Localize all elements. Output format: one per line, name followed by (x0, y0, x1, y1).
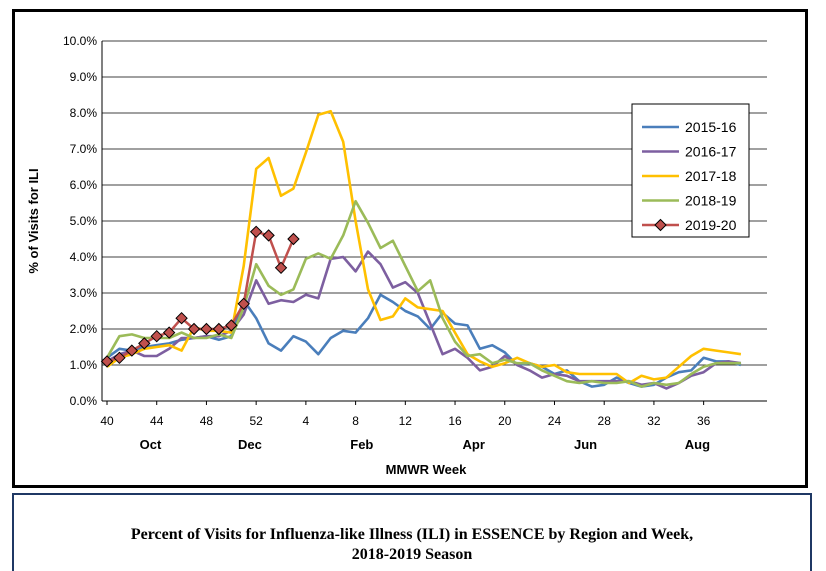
x-tick-labels: 40 44 48 52 4 8 12 16 20 24 28 32 36 (100, 414, 710, 428)
x-tick-label: 52 (249, 414, 263, 428)
x-tick-label: 12 (399, 414, 413, 428)
legend-label: 2019-20 (685, 217, 737, 233)
caption-line-2: 2018-2019 Season (351, 546, 473, 563)
month-label: Feb (350, 437, 373, 452)
caption-box: Percent of Visits for Influenza-like Ill… (12, 493, 812, 571)
x-tick-label: 40 (100, 414, 114, 428)
data-point-2019-20 (287, 232, 300, 246)
legend-label: 2016-17 (685, 144, 737, 160)
chart-caption: Percent of Visits for Influenza-like Ill… (14, 525, 810, 565)
y-tick-label: 8.0% (70, 106, 98, 120)
y-tick-label: 0.0% (70, 394, 98, 408)
y-tick-label: 9.0% (70, 70, 98, 84)
data-point-2019-20 (225, 319, 238, 332)
data-point-2019-20 (262, 229, 275, 242)
y-tick-label: 3.0% (70, 286, 98, 300)
month-label: Dec (238, 437, 262, 452)
x-tick-label: 8 (352, 414, 359, 428)
data-point-2019-20 (187, 322, 201, 336)
data-point-2019-20 (200, 322, 213, 336)
data-point-2019-20 (162, 326, 176, 339)
data-point-2019-20 (237, 297, 250, 311)
x-tick-label: 28 (598, 414, 612, 428)
y-tick-label: 4.0% (70, 250, 98, 264)
data-point-2019-20 (113, 351, 126, 365)
series-lines (105, 109, 742, 390)
data-point-2019-20 (125, 344, 139, 357)
x-tick-label: 4 (303, 414, 310, 428)
data-point-2019-20 (212, 322, 226, 336)
month-labels: Oct Dec Feb Apr Jun Aug (140, 437, 710, 452)
data-point-2019-20 (175, 311, 188, 325)
y-tick-labels: 0.0% 1.0% 2.0% 3.0% 4.0% 5.0% 6.0% 7.0% 8.0% 9.0%… (63, 34, 97, 408)
y-tick-label: 10.0% (63, 34, 97, 48)
x-tick-label: 48 (200, 414, 214, 428)
x-tick-label: 32 (647, 414, 661, 428)
month-label: Jun (574, 437, 597, 452)
series-markers (100, 225, 300, 368)
legend-label: 2017-18 (685, 168, 737, 184)
data-point-2019-20 (274, 261, 288, 275)
series-line-2016-17 (106, 250, 742, 390)
data-point-2019-20 (150, 329, 163, 343)
month-label: Aug (685, 437, 710, 452)
legend-marker (654, 218, 667, 232)
y-tick-label: 6.0% (70, 178, 98, 192)
x-axis-title: MMWR Week (386, 462, 467, 477)
y-tick-label: 5.0% (70, 214, 98, 228)
y-axis-title: % of Visits for ILI (26, 168, 41, 273)
line-chart: 0.0% 1.0% 2.0% 3.0% 4.0% 5.0% 6.0% 7.0% 8.0% 9.0%… (26, 34, 767, 477)
series-line-2017-18 (106, 109, 742, 385)
chart-frame: 0.0% 1.0% 2.0% 3.0% 4.0% 5.0% 6.0% 7.0% 8.0% 9.0%… (12, 9, 808, 488)
data-point-2019-20 (100, 355, 114, 368)
series-line-2018-19 (105, 199, 741, 388)
x-tick-label: 16 (448, 414, 462, 428)
data-point-2019-20 (138, 337, 151, 350)
legend-label: 2018-19 (685, 193, 737, 209)
caption-line-1: Percent of Visits for Influenza-like Ill… (130, 526, 694, 543)
x-tick-label: 20 (498, 414, 512, 428)
x-tick-label: 44 (150, 414, 164, 428)
y-tick-label: 7.0% (70, 142, 98, 156)
month-label: Apr (462, 437, 484, 452)
legend: 2015-16 2016-17 2017-18 2018-19 2019-20 (631, 103, 750, 238)
month-label: Oct (140, 437, 162, 452)
y-tick-label: 2.0% (70, 322, 98, 336)
x-tick-label: 36 (697, 414, 711, 428)
x-tick-label: 24 (548, 414, 562, 428)
axes (101, 41, 767, 405)
y-tick-label: 1.0% (70, 358, 98, 372)
legend-label: 2015-16 (685, 119, 737, 135)
data-point-2019-20 (249, 225, 263, 239)
